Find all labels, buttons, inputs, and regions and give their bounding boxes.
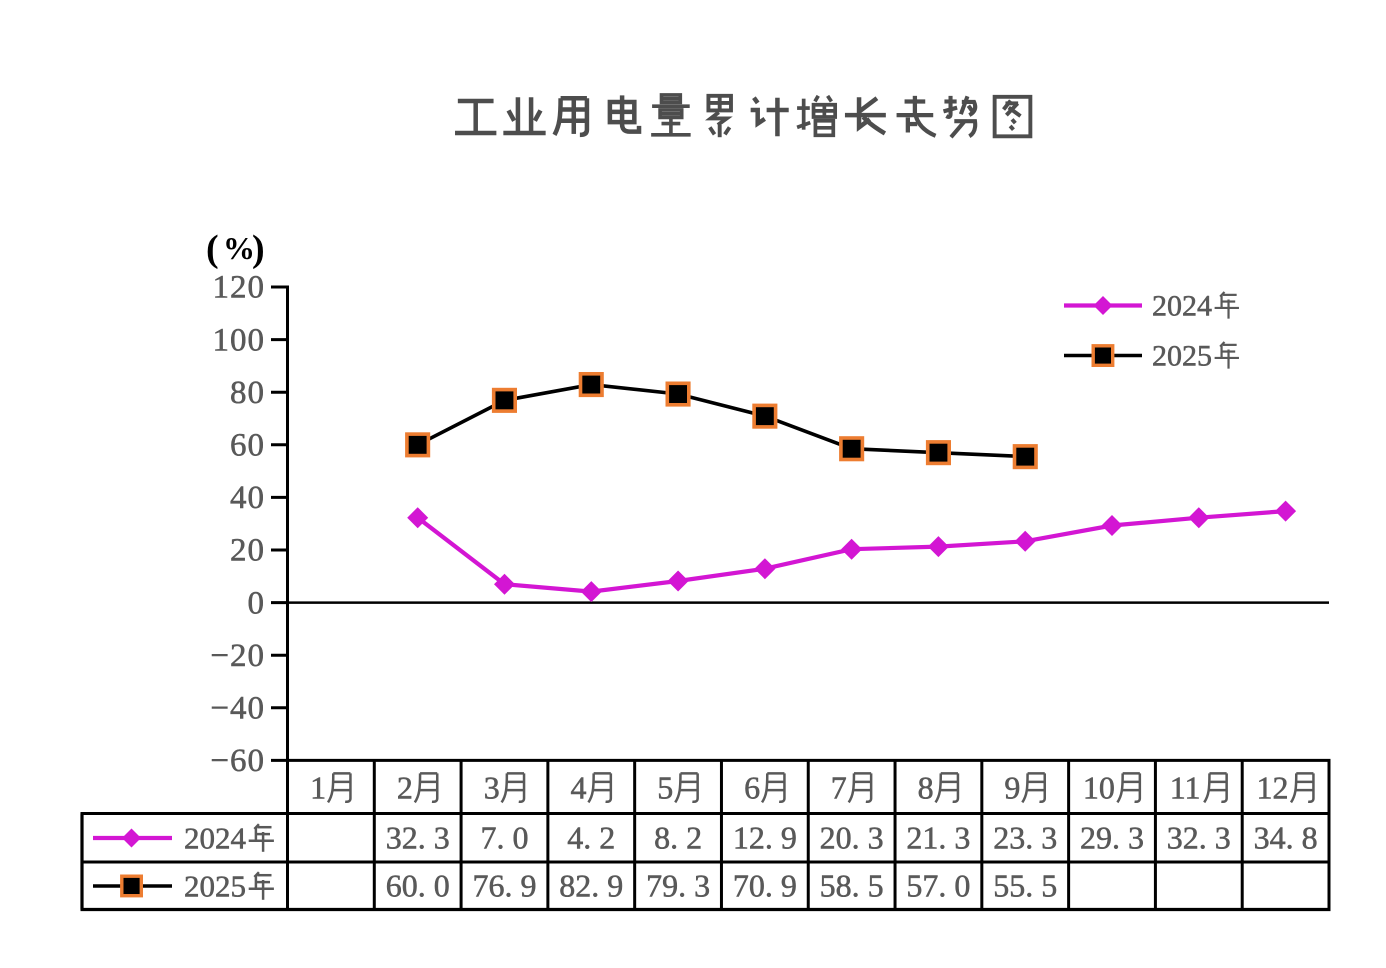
svg-text:2025: 2025 — [184, 869, 246, 904]
svg-text:8. 2: 8. 2 — [654, 820, 702, 856]
svg-text:11: 11 — [1170, 769, 1201, 805]
svg-text:0: 0 — [248, 585, 266, 621]
svg-text:−40: −40 — [210, 691, 265, 727]
svg-text:55. 5: 55. 5 — [993, 868, 1057, 904]
svg-text:32. 3: 32. 3 — [386, 820, 450, 856]
svg-text:8: 8 — [918, 769, 934, 805]
svg-text:60. 0: 60. 0 — [386, 868, 450, 904]
svg-text:7. 0: 7. 0 — [481, 820, 529, 856]
svg-text:5: 5 — [657, 769, 673, 805]
svg-text:4: 4 — [571, 769, 587, 805]
svg-text:60: 60 — [230, 428, 265, 464]
svg-text:12: 12 — [1257, 769, 1289, 805]
svg-text:−20: −20 — [210, 638, 265, 674]
svg-text:80: 80 — [230, 375, 265, 411]
svg-text:32. 3: 32. 3 — [1167, 820, 1231, 856]
svg-text:2025: 2025 — [1152, 340, 1212, 373]
svg-text:20: 20 — [230, 533, 265, 569]
svg-text:4. 2: 4. 2 — [567, 820, 615, 856]
svg-text:2024: 2024 — [1152, 290, 1212, 323]
svg-text:3: 3 — [484, 769, 500, 805]
svg-text:58. 5: 58. 5 — [820, 868, 884, 904]
svg-text:10: 10 — [1083, 769, 1115, 805]
svg-text:23. 3: 23. 3 — [993, 820, 1057, 856]
svg-text:2024: 2024 — [184, 821, 247, 856]
svg-text:%: % — [223, 230, 255, 266]
svg-text:12. 9: 12. 9 — [733, 820, 797, 856]
svg-text:20. 3: 20. 3 — [820, 820, 884, 856]
svg-text:6: 6 — [744, 769, 760, 805]
svg-text:): ) — [252, 228, 265, 270]
svg-text:40: 40 — [230, 480, 265, 516]
svg-text:57. 0: 57. 0 — [906, 868, 970, 904]
svg-text:100: 100 — [213, 322, 266, 358]
svg-text:9: 9 — [1004, 769, 1020, 805]
svg-text:−60: −60 — [210, 743, 265, 779]
svg-text:34. 8: 34. 8 — [1254, 820, 1318, 856]
svg-text:7: 7 — [831, 769, 847, 805]
svg-text:1: 1 — [310, 769, 326, 805]
svg-text:79. 3: 79. 3 — [646, 868, 710, 904]
svg-text:(: ( — [206, 228, 219, 270]
svg-text:2: 2 — [397, 769, 413, 805]
svg-text:82. 9: 82. 9 — [559, 868, 623, 904]
svg-text:120: 120 — [213, 270, 266, 306]
svg-text:21. 3: 21. 3 — [906, 820, 970, 856]
svg-text:76. 9: 76. 9 — [473, 868, 537, 904]
svg-text:29. 3: 29. 3 — [1080, 820, 1144, 856]
svg-text:70. 9: 70. 9 — [733, 868, 797, 904]
